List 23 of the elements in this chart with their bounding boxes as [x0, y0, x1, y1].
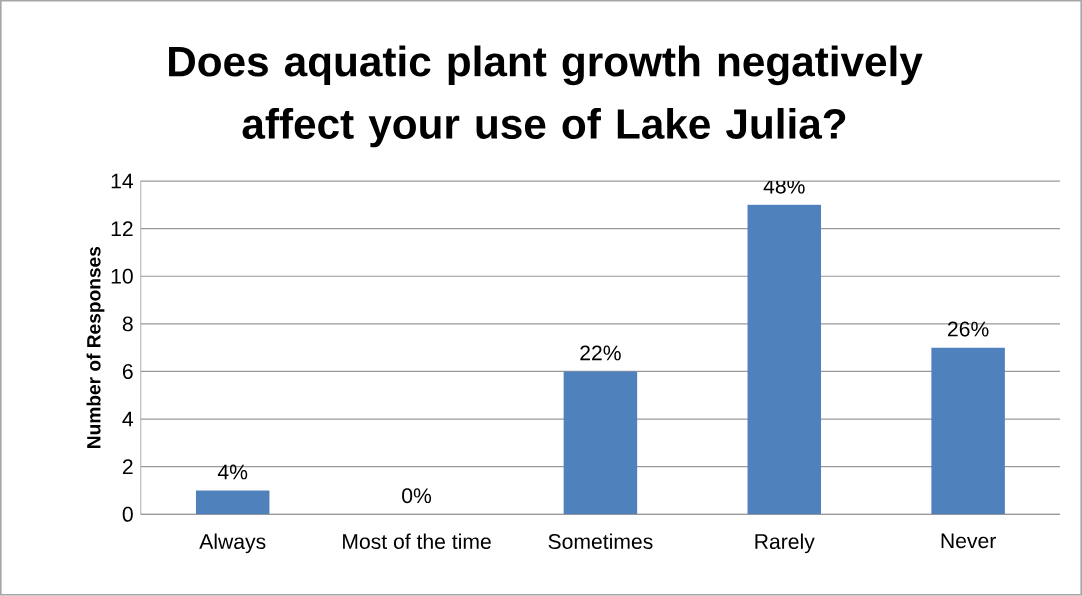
y-tick-label: 8: [122, 316, 133, 332]
y-tick-label: 0: [122, 507, 133, 522]
bar: [931, 347, 1005, 515]
y-tick-label: 6: [122, 364, 133, 380]
x-tick-label: Always: [199, 533, 266, 554]
y-tick-label: 2: [122, 459, 133, 475]
annotation: 26%: [948, 321, 989, 337]
annotation: 22%: [580, 345, 621, 361]
annotation: 4%: [217, 464, 248, 480]
bar: [563, 371, 638, 515]
y-axis-title: Number of Responses: [86, 247, 105, 449]
y-tick-label: 4: [122, 412, 134, 427]
x-tick-label: Never: [941, 533, 996, 549]
x-tick-label: Sometimes: [548, 533, 653, 550]
x-tick-label: Most of the time: [343, 533, 491, 550]
x-tick-label: Rarely: [755, 533, 815, 554]
bar: [195, 490, 270, 515]
y-tick-label: 12: [111, 221, 133, 237]
chart-title: Does aquatic plant growth negatively affect your use of Lake Julia?: [169, 45, 923, 148]
bar: [747, 205, 822, 515]
annotation: 0%: [402, 488, 432, 504]
y-tick-label: 14: [111, 173, 134, 189]
y-tick-label: 10: [111, 268, 133, 284]
